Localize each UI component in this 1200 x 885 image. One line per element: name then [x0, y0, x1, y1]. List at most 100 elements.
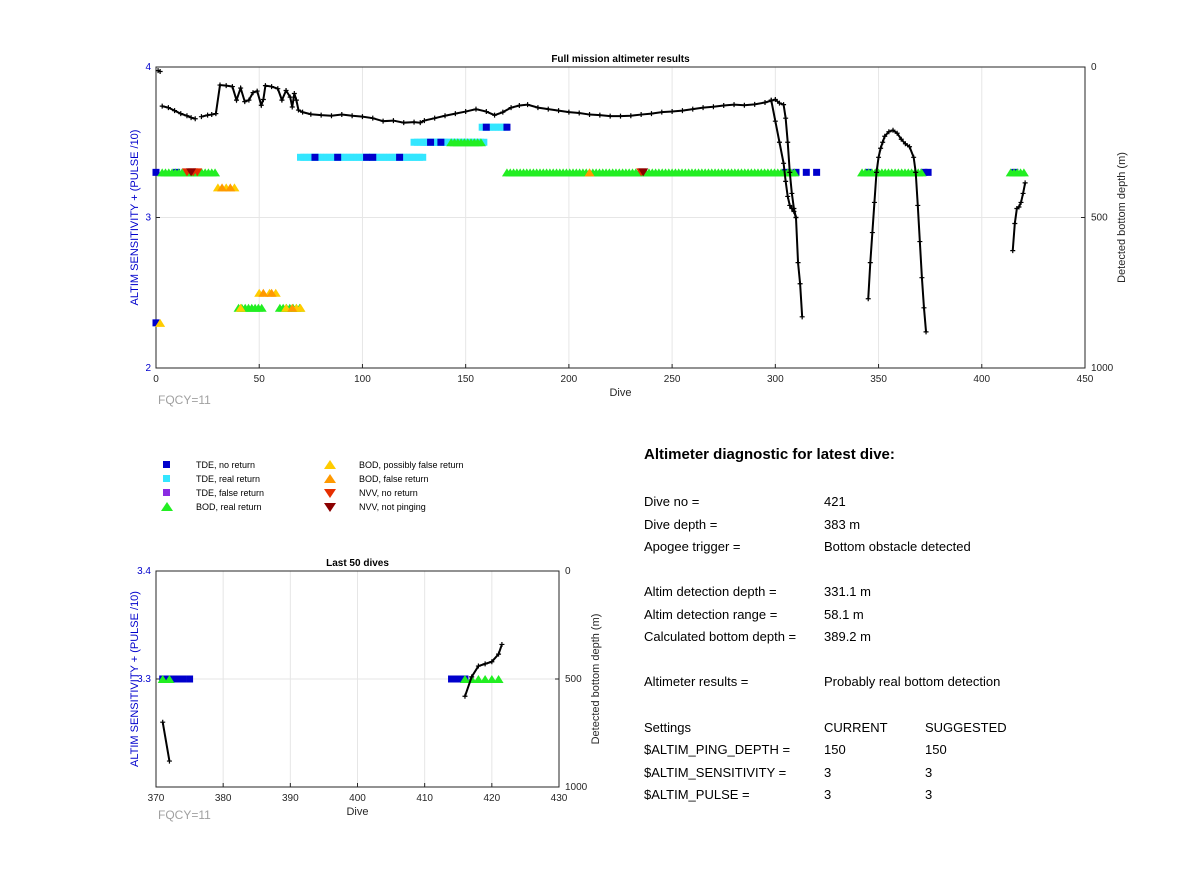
bottom-depth-line	[201, 83, 804, 317]
bod-possibly-false-icon	[324, 459, 336, 469]
bottom-depth-point	[209, 112, 215, 118]
full-mission-plot: 0 50 100 150 200 250 300 350 400 450 2 3 4 0 500 1000 Fu…	[129, 54, 1128, 407]
bottom-depth-point	[178, 111, 184, 117]
x-tick-label: 410	[416, 793, 433, 804]
bottom-depth-point	[762, 100, 768, 106]
tde-no-return-mark	[813, 168, 821, 176]
bod-possibly-false-mark	[295, 303, 306, 312]
bottom-depth-point	[867, 260, 873, 266]
bottom-depth-point	[234, 97, 240, 103]
bottom-depth-point	[878, 145, 884, 151]
tde-real-return-mark	[419, 153, 427, 161]
bottom-depth-line	[161, 722, 171, 762]
bottom-depth-point	[482, 661, 488, 667]
bottom-depth-point	[882, 133, 888, 139]
bottom-depth-point	[907, 144, 913, 150]
bod-real-return-mark	[480, 675, 491, 683]
bottom-depth-point	[442, 113, 448, 119]
plot-frame	[155, 570, 560, 788]
bottom-depth-point	[293, 97, 299, 103]
bottom-depth-point	[731, 102, 737, 108]
bottom-depth-point	[781, 102, 787, 108]
current-label: CURRENT	[824, 720, 888, 735]
bottom-depth-point	[535, 105, 541, 111]
x-tick-label: 430	[551, 793, 568, 804]
bottom-depth-point	[300, 109, 306, 115]
bottom-depth-point	[308, 111, 314, 117]
bottom-depth-point	[915, 202, 921, 208]
bod-false-mark	[287, 303, 298, 312]
tde-real-return-icon	[163, 474, 170, 482]
full-mission-title: Full mission altimeter results	[551, 54, 690, 65]
bottom-depth-point	[783, 115, 789, 121]
y-right-tick-label: 1000	[565, 782, 588, 793]
tde-no-return-mark	[159, 675, 167, 683]
bod-real-return-mark	[493, 675, 504, 683]
bottom-depth-point	[917, 239, 923, 245]
tde-no-return-icon	[163, 460, 170, 468]
bottom-depth-point	[238, 85, 244, 91]
tde-no-return-mark	[152, 168, 160, 176]
bottom-depth-point	[880, 139, 886, 145]
bottom-depth-point	[597, 112, 603, 118]
bottom-depth-point	[496, 651, 502, 657]
fqcy-note: FQCY=11	[158, 393, 211, 407]
bottom-depth-point	[710, 104, 716, 110]
legend-bod-false: BOD, false return	[323, 472, 429, 485]
bottom-depth-point	[463, 109, 469, 115]
bottom-depth-line	[867, 129, 928, 332]
dive-depth-label: Dive depth =	[644, 517, 718, 532]
nvv-no-return-icon	[324, 488, 336, 498]
bottom-depth-point	[618, 113, 623, 119]
x-tick-label: 50	[254, 374, 266, 385]
ping-depth-label: $ALTIM_PING_DEPTH =	[644, 742, 791, 757]
bottom-depth-point	[166, 758, 172, 764]
tde-no-return-mark	[427, 138, 435, 146]
dive-no-value: 421	[824, 494, 846, 509]
bottom-depth-point	[157, 69, 163, 75]
bottom-depth-point	[483, 109, 489, 115]
bottom-depth-point	[359, 114, 365, 120]
y-right-axis-label: Detected bottom depth (m)	[590, 614, 602, 745]
bod-real-return-mark	[459, 675, 470, 683]
bottom-depth-point	[500, 109, 506, 115]
bottom-depth-point	[475, 663, 481, 669]
tde-no-return-mark	[311, 153, 319, 161]
bottom-depth-point	[545, 106, 551, 112]
results-label: Altimeter results =	[644, 674, 749, 689]
legend-nvv-no-return: NVV, no return	[323, 486, 418, 499]
legend-tde-false-return: TDE, false return	[160, 486, 264, 499]
legend-tde-no-return: TDE, no return	[160, 458, 255, 471]
bottom-depth-point	[279, 97, 285, 103]
bod-real-return-mark	[475, 138, 486, 147]
legend-label: NVV, no return	[359, 487, 418, 498]
x-tick-label: 0	[153, 374, 159, 385]
bottom-depth-point	[799, 314, 805, 320]
dive-depth-value: 383 m	[824, 517, 861, 532]
bottom-depth-point	[254, 88, 260, 94]
bottom-depth-point	[1012, 221, 1018, 227]
bottom-depth-point	[258, 102, 264, 108]
pulse-current: 3	[824, 787, 832, 802]
bod-possibly-false-mark	[235, 303, 246, 312]
bottom-depth-point	[869, 230, 875, 236]
bottom-depth-point	[768, 97, 774, 103]
bottom-depth-point	[785, 193, 791, 199]
calc-bottom-value: 389.2 m	[824, 629, 871, 644]
bottom-depth-point	[489, 659, 495, 665]
x-tick-label: 400	[349, 793, 366, 804]
bottom-depth-point	[1022, 180, 1028, 186]
bottom-depth-point	[556, 108, 562, 114]
bottom-depth-point	[525, 102, 531, 108]
tde-no-return-mark	[396, 153, 404, 161]
bottom-depth-point	[192, 116, 198, 122]
legend-tde-real-return: TDE, real return	[160, 472, 260, 485]
bottom-depth-point	[791, 208, 797, 214]
bottom-depth-point	[921, 305, 927, 311]
bottom-depth-point	[184, 113, 190, 119]
legend-label: NVV, not pinging	[359, 501, 426, 512]
apogee-value: Bottom obstacle detected	[824, 539, 971, 554]
nvv-not-pinging-mark	[638, 168, 649, 177]
bottom-depth-point	[260, 97, 266, 103]
tde-no-return-mark	[461, 675, 469, 683]
